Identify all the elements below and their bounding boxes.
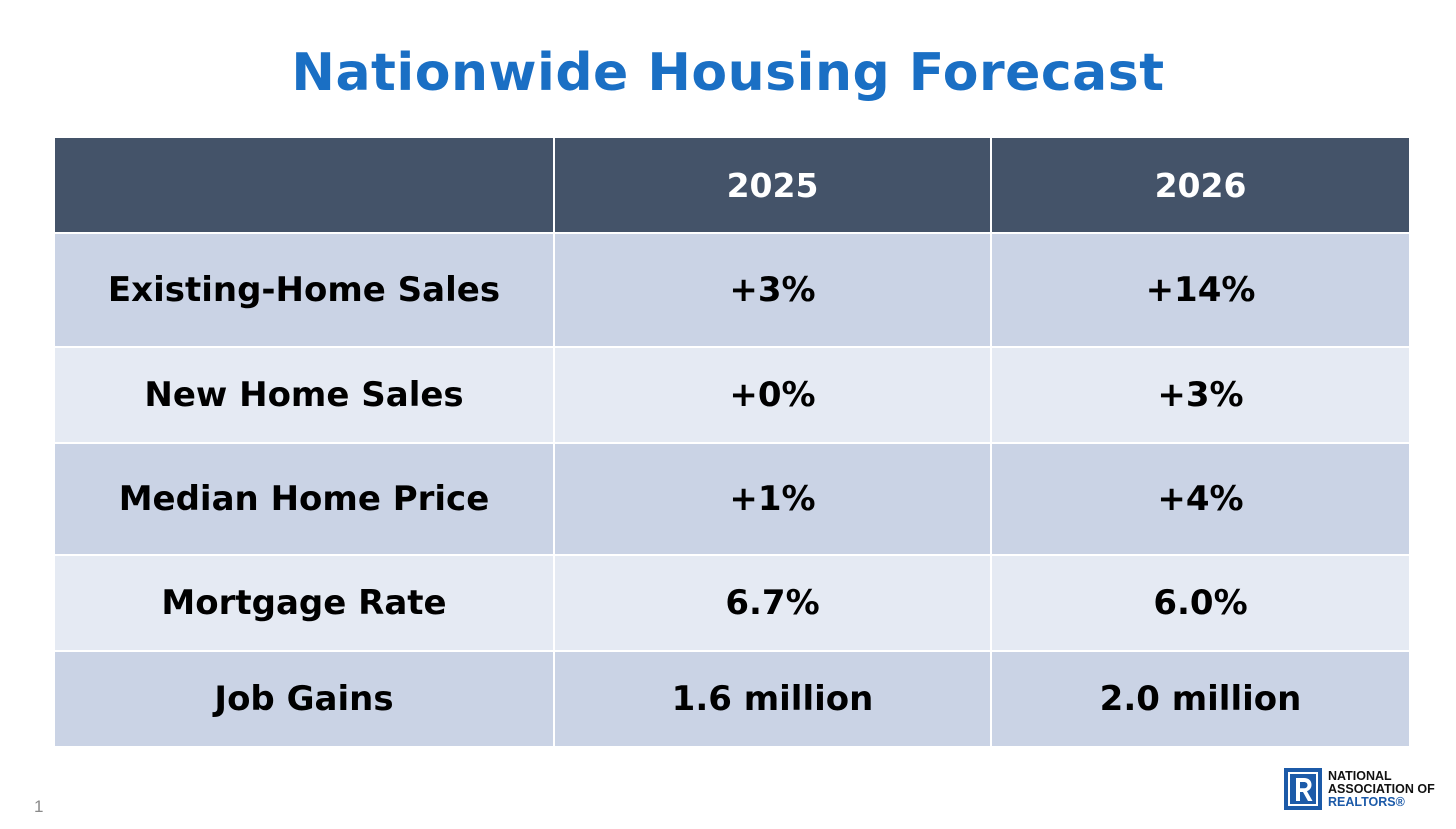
row-label: Existing-Home Sales (53, 232, 555, 348)
logo-text: NATIONAL ASSOCIATION OF REALTORS® (1328, 768, 1435, 809)
nar-logo: NATIONAL ASSOCIATION OF REALTORS® (1284, 768, 1435, 810)
value-2025: 1.6 million (553, 650, 992, 748)
logo-line-1: NATIONAL (1328, 768, 1392, 783)
realtor-r-icon (1284, 768, 1322, 810)
slide-title: Nationwide Housing Forecast (291, 43, 1165, 103)
table-row: New Home Sales +0% +3% (53, 346, 1411, 444)
value-2025: +1% (553, 442, 992, 556)
table-row: Median Home Price +1% +4% (53, 442, 1411, 556)
value-2026: 2.0 million (990, 650, 1411, 748)
logo-line-2: ASSOCIATION OF (1328, 781, 1435, 796)
row-label: New Home Sales (53, 346, 555, 444)
header-cell-2026: 2026 (990, 136, 1411, 234)
value-2025: +0% (553, 346, 992, 444)
table-header-row: 2025 2026 (53, 136, 1411, 234)
logo-line-3: REALTORS® (1328, 794, 1405, 809)
table-row: Job Gains 1.6 million 2.0 million (53, 650, 1411, 748)
forecast-table: 2025 2026 Existing-Home Sales +3% +14% N… (53, 136, 1411, 748)
value-2026: 6.0% (990, 554, 1411, 652)
value-2025: +3% (553, 232, 992, 348)
page-number: 1 (34, 797, 44, 816)
row-label: Median Home Price (53, 442, 555, 556)
header-cell-label (53, 136, 555, 234)
value-2026: +14% (990, 232, 1411, 348)
header-cell-2025: 2025 (553, 136, 992, 234)
row-label: Mortgage Rate (53, 554, 555, 652)
value-2025: 6.7% (553, 554, 992, 652)
table-row: Existing-Home Sales +3% +14% (53, 232, 1411, 348)
row-label: Job Gains (53, 650, 555, 748)
value-2026: +4% (990, 442, 1411, 556)
value-2026: +3% (990, 346, 1411, 444)
table-row: Mortgage Rate 6.7% 6.0% (53, 554, 1411, 652)
